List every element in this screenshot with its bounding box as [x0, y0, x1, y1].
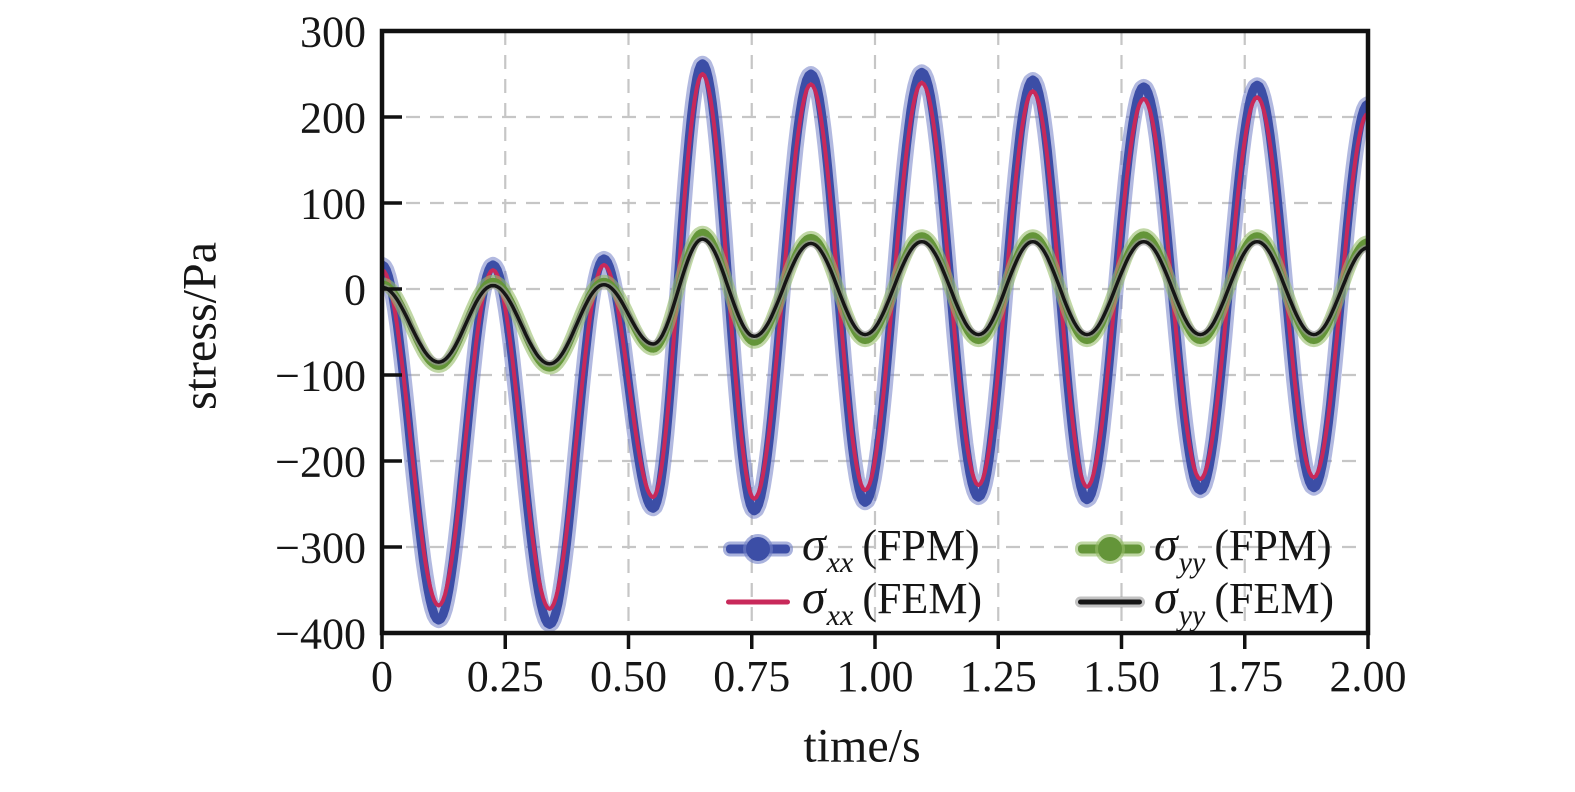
legend-label-method: (FEM)	[862, 574, 983, 623]
legend-label-sigma: σ	[802, 518, 826, 571]
legend-label-method: (FPM)	[1214, 521, 1332, 570]
legend-label-subscript: yy	[1178, 546, 1206, 579]
legend-swatch-sigma-yy-fpm	[1074, 529, 1146, 569]
legend-item-sigma-yy-fpm: σyy (FPM)	[1074, 517, 1334, 580]
legend-label: σxx (FPM)	[802, 517, 980, 580]
legend-line	[726, 599, 790, 604]
curve-sigma-yy-fpm	[382, 228, 1368, 372]
x-tick-label: 1.00	[837, 652, 914, 701]
legend-label-subscript: xx	[826, 599, 854, 632]
x-tick-label: 0	[371, 652, 393, 701]
x-tick-label: 2.00	[1330, 652, 1407, 701]
curve-sigma-xx-fpm	[382, 59, 1368, 629]
legend-swatch-sigma-xx-fpm	[722, 529, 794, 569]
y-tick-label: −400	[275, 609, 366, 658]
y-tick-label: 100	[300, 179, 366, 228]
legend-label-sigma: σ	[1154, 571, 1178, 624]
legend-label-subscript: xx	[826, 546, 854, 579]
legend-marker-dot	[1098, 536, 1122, 561]
legend-label-method: (FPM)	[862, 521, 980, 570]
legend-label-method: (FEM)	[1214, 574, 1335, 623]
y-tick-label: 300	[300, 7, 366, 56]
x-axis-title: time/s	[803, 719, 921, 773]
y-tick-label: 200	[300, 93, 366, 142]
legend-label: σyy (FPM)	[1154, 517, 1332, 580]
y-tick-label: −300	[275, 523, 366, 572]
curve-sigma-xx-fem	[382, 72, 1368, 611]
legend-label: σyy (FEM)	[1154, 570, 1334, 633]
x-tick-label: 0.50	[590, 652, 667, 701]
legend-item-sigma-xx-fem: σxx (FEM)	[722, 570, 1074, 633]
legend-swatch-sigma-yy-fem	[1074, 582, 1146, 622]
legend-label-subscript: yy	[1178, 599, 1206, 632]
legend-line	[1078, 599, 1142, 604]
x-tick-label: 0.75	[713, 652, 790, 701]
y-tick-label: −200	[275, 437, 366, 486]
legend-item-sigma-yy-fem: σyy (FEM)	[1074, 570, 1334, 633]
legend-label: σxx (FEM)	[802, 570, 982, 633]
legend: σxx (FPM) σyy (FPM) σxx (FEM) σyy (FEM)	[722, 518, 1334, 632]
legend-swatch-sigma-xx-fem	[722, 582, 794, 622]
legend-marker-dot	[746, 536, 770, 561]
legend-item-sigma-xx-fpm: σxx (FPM)	[722, 517, 1074, 580]
x-tick-label: 1.75	[1206, 652, 1283, 701]
x-tick-label: 0.25	[467, 652, 544, 701]
legend-label-sigma: σ	[1154, 518, 1178, 571]
curves-layer	[382, 55, 1368, 633]
x-tick-label: 1.50	[1083, 652, 1160, 701]
y-tick-label: 0	[344, 265, 366, 314]
curve-sigma-yy-fem	[382, 237, 1368, 366]
y-axis-title: stress/Pa	[173, 242, 227, 410]
y-tick-label: −100	[275, 351, 366, 400]
x-tick-label: 1.25	[960, 652, 1037, 701]
legend-label-sigma: σ	[802, 571, 826, 624]
